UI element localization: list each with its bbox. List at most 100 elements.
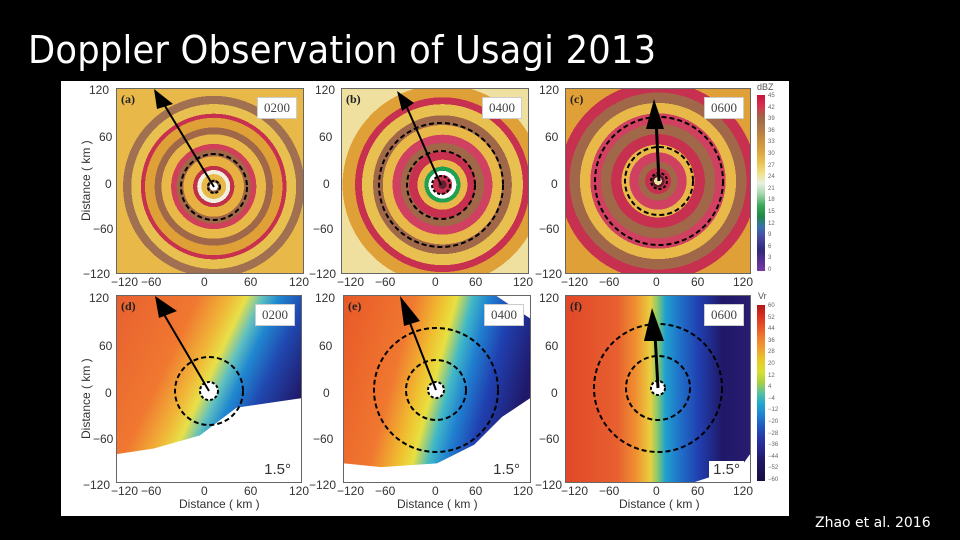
y-tick: 60: [99, 130, 113, 144]
x-tick: −120: [337, 275, 365, 289]
y-tick: 60: [545, 339, 559, 353]
panel-label: (d): [121, 299, 136, 313]
y-tick: −120: [83, 478, 111, 492]
colorbar-title: dBZ: [757, 82, 774, 92]
y-tick: −120: [83, 267, 111, 281]
x-tick: 0: [653, 275, 660, 289]
x-tick: −60: [599, 484, 620, 498]
x-tick: −120: [111, 484, 139, 498]
colorbar-title: Vr: [758, 291, 767, 301]
panel-label: (e): [348, 299, 362, 313]
time-box: 0200: [255, 304, 295, 326]
reflectivity-plot: (b) 0400: [341, 88, 529, 274]
x-tick: 120: [289, 275, 310, 289]
x-tick: 0: [432, 275, 439, 289]
reflectivity-colorbar-ticks: 45 42 39 36 33 30 27 24 21 18 15 12 9 6 3 0: [768, 93, 775, 273]
time-box: 0400: [484, 304, 524, 326]
x-axis-label: Distance ( km ): [619, 497, 700, 511]
elevation-label: 1.5°: [489, 461, 524, 478]
x-axis-label: Distance ( km ): [179, 497, 260, 511]
x-tick: 120: [513, 484, 534, 498]
panel-label: (c): [570, 92, 584, 106]
x-tick: 120: [289, 484, 310, 498]
y-tick: 120: [539, 83, 560, 97]
time-box: 0600: [704, 97, 744, 119]
panel-e: 120 60 0 −60 −120 (e) 0400 1.5° −120 −60…: [301, 291, 545, 516]
x-tick: −120: [337, 484, 365, 498]
y-tick: 120: [539, 291, 560, 305]
panel-label: (b): [346, 92, 361, 106]
time-box: 0600: [704, 304, 744, 326]
x-tick: 0: [653, 484, 660, 498]
y-tick: 120: [315, 291, 336, 305]
x-tick: −120: [561, 275, 589, 289]
panel-a: Distance ( km ) 120 60 0 −60 −120 (a) 02…: [61, 81, 309, 291]
x-tick: −120: [111, 275, 139, 289]
x-tick: 120: [733, 275, 754, 289]
velocity-colorbar-ticks: 60 52 44 36 28 20 12 4 −4 −12 −20 −28 −36 −44 −52 −60: [768, 303, 779, 483]
y-tick: 120: [89, 291, 110, 305]
time-box: 0200: [257, 97, 297, 119]
elevation-label: 1.5°: [260, 461, 295, 478]
storm-overlay: [593, 308, 723, 453]
y-axis-label: Distance ( km ): [79, 358, 93, 439]
reflectivity-colorbar: [757, 95, 765, 271]
panel-label: (f): [570, 299, 582, 313]
y-tick: −120: [535, 478, 563, 492]
x-tick: 60: [691, 275, 705, 289]
panel-c: 120 60 0 −60 −120 (c) 0600 −120 −60 0 60…: [531, 81, 789, 291]
x-tick: 0: [432, 484, 439, 498]
panel-d: Distance ( km ) 120 60 0 −60 −120 (d) 02…: [61, 291, 309, 516]
panel-f: 120 60 0 −60 −120 (f) 0600 1.5° −120 −60…: [531, 291, 789, 516]
x-tick: 60: [691, 484, 705, 498]
panel-b: 120 60 0 −60 −120 (b) 0400 −120 −60 0 60…: [301, 81, 545, 291]
y-tick: 60: [545, 130, 559, 144]
y-tick: −60: [313, 222, 334, 236]
elevation-label: 1.5°: [709, 461, 744, 478]
y-tick: 0: [551, 177, 558, 191]
slide-title: Doppler Observation of Usagi 2013: [28, 28, 657, 72]
y-tick: 60: [99, 339, 113, 353]
citation: Zhao et al. 2016: [815, 515, 931, 531]
x-tick: 120: [513, 275, 534, 289]
x-tick: 0: [201, 484, 208, 498]
reflectivity-plot: (c) 0600: [565, 88, 751, 274]
velocity-colorbar: [757, 305, 765, 481]
y-tick: −120: [535, 267, 563, 281]
x-tick: −60: [141, 484, 162, 498]
y-tick: 60: [319, 339, 333, 353]
panel-label: (a): [121, 92, 135, 106]
y-tick: 120: [89, 83, 110, 97]
y-tick: 0: [105, 177, 112, 191]
y-tick: −60: [93, 432, 114, 446]
storm-overlay: [373, 296, 499, 453]
y-tick: 120: [315, 83, 336, 97]
y-tick: 0: [105, 386, 112, 400]
x-tick: 0: [201, 275, 208, 289]
x-tick: 60: [244, 275, 258, 289]
storm-overlay: [378, 91, 504, 248]
storm-overlay: [594, 99, 724, 246]
velocity-plot: (e) 0400 1.5°: [343, 295, 531, 483]
y-tick: −60: [539, 222, 560, 236]
storm-overlay: [154, 89, 248, 221]
y-tick: −60: [313, 432, 334, 446]
x-tick: 60: [244, 484, 258, 498]
velocity-plot: (f) 0600 1.5°: [565, 295, 751, 483]
storm-overlay: [155, 296, 244, 426]
y-tick: 0: [323, 386, 330, 400]
x-tick: 120: [733, 484, 754, 498]
y-tick: 0: [323, 177, 330, 191]
y-tick: −120: [309, 267, 337, 281]
x-tick: −60: [375, 275, 396, 289]
velocity-plot: (d) 0200 1.5°: [116, 295, 302, 483]
x-tick: −60: [599, 275, 620, 289]
y-tick: −60: [539, 432, 560, 446]
y-tick: 60: [319, 130, 333, 144]
time-box: 0400: [482, 97, 522, 119]
y-tick: −60: [93, 222, 114, 236]
reflectivity-plot: (a) 0200: [116, 88, 304, 274]
x-tick: −60: [375, 484, 396, 498]
x-tick: 60: [469, 275, 483, 289]
radar-figure: Distance ( km ) 120 60 0 −60 −120 (a) 02…: [61, 81, 789, 516]
